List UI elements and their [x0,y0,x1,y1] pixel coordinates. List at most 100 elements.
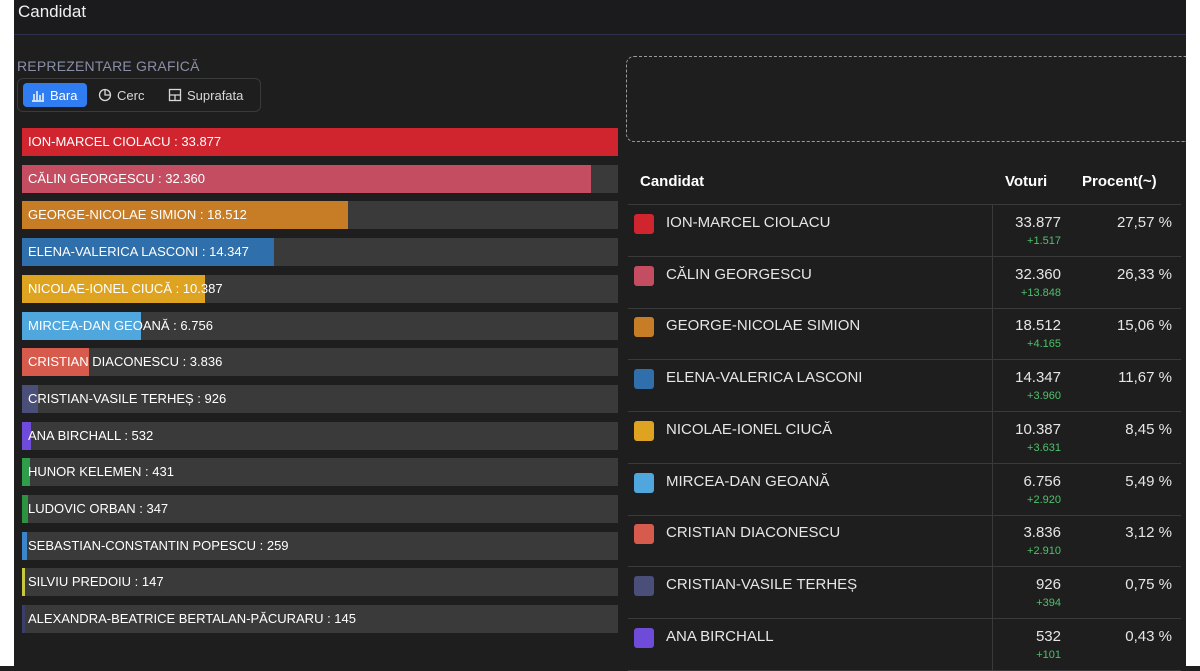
bar-label: CĂLIN GEORGESCU : 32.360 [28,170,206,186]
bar[interactable] [22,568,25,597]
bar[interactable] [22,458,30,487]
bar-label: SILVIU PREDOIU : 147 [28,574,164,590]
bar-track: HUNOR KELEMEN : 431 [22,458,618,487]
bar[interactable] [22,311,141,340]
table-row[interactable]: CRISTIAN DIACONESCU 3.836 +2.910 3,12 % [628,515,1181,568]
table-row[interactable]: MIRCEA-DAN GEOANĂ 6.756 +2.920 5,49 % [628,463,1181,516]
area-chart-icon [168,88,182,102]
votes-delta: +4.165 [1027,338,1061,351]
column-header-percent: Procent(~) [1082,173,1157,190]
column-header-candidate: Candidat [640,173,705,190]
column-divider [992,463,993,515]
color-swatch [634,369,654,390]
bar[interactable] [22,128,618,156]
color-swatch [634,524,654,545]
percent-value: 0,75 % [1125,575,1172,593]
votes-delta: +2.920 [1027,493,1061,506]
bar-track: CĂLIN GEORGESCU : 32.360 [22,164,618,193]
candidate-name: MIRCEA-DAN GEOANĂ [666,472,830,490]
bar-label: CRISTIAN-VASILE TERHEȘ : 926 [28,390,227,406]
page-title: Candidat [18,2,87,21]
tab-cerc[interactable]: Cerc [98,83,158,107]
column-divider [992,360,993,412]
chart-section-label: REPREZENTARE GRAFICĂ [17,58,200,74]
votes-value: 18.512 [1015,317,1061,335]
bar-label: SEBASTIAN-CONSTANTIN POPESCU : 259 [28,537,289,553]
bar[interactable] [22,421,31,450]
votes-value: 33.877 [1015,214,1061,231]
placeholder-panel [626,56,1186,142]
percent-value: 3,12 % [1125,524,1172,542]
bar[interactable] [22,164,591,193]
bar-label: ALEXANDRA-BEATRICE BERTALAN-PĂCURARU : 1… [28,611,356,627]
bar-track: CRISTIAN-VASILE TERHEȘ : 926 [22,384,618,413]
left-margin [0,0,14,666]
votes-delta: +13.848 [1020,286,1061,299]
bar-label: LUDOVIC ORBAN : 347 [28,501,169,516]
table-row[interactable]: ANA BIRCHALL 532 +101 0,43 % [628,618,1181,671]
bar-track: GEORGE-NICOLAE SIMION : 18.512 [22,201,618,230]
bar[interactable] [22,201,348,230]
bar[interactable] [22,531,27,560]
bar[interactable] [22,605,25,634]
color-swatch [634,265,654,286]
table-row[interactable]: GEORGE-NICOLAE SIMION 18.512 +4.165 15,06 % [628,308,1181,361]
table-row[interactable]: ELENA-VALERICA LASCONI 14.347 +3.960 11,67 … [628,360,1181,413]
candidate-name: GEORGE-NICOLAE SIMION [666,317,861,335]
column-divider [992,566,993,618]
tab-suprafata-label: Suprafata [187,87,244,103]
color-swatch [634,472,654,493]
bar-chart-icon [32,91,44,102]
candidate-name: CĂLIN GEORGESCU [666,265,812,283]
bar[interactable] [22,274,205,303]
table-row[interactable]: NICOLAE-IONEL CIUCĂ 10.387 +3.631 8,45 % [628,411,1181,464]
bar-label: ANA BIRCHALL : 532 [28,427,154,443]
votes-delta: +101 [1036,648,1061,661]
votes-delta: +394 [1036,596,1061,609]
tab-suprafata[interactable]: Suprafata [168,83,258,107]
bar-track: ANA BIRCHALL : 532 [22,421,618,450]
column-divider [992,308,993,360]
bar[interactable] [22,238,274,267]
candidate-name: ANA BIRCHALL [666,627,774,645]
percent-value: 27,57 % [1116,214,1172,231]
column-divider [992,205,993,256]
votes-value: 532 [1035,627,1061,645]
color-swatch [634,214,654,234]
candidate-name: ION-MARCEL CIOLACU [666,214,831,231]
right-margin [1186,0,1200,666]
bar-track: ELENA-VALERICA LASCONI : 14.347 [22,238,618,267]
percent-value: 8,45 % [1125,420,1172,438]
table-row[interactable]: CĂLIN GEORGESCU 32.360 +13.848 26,33 % [628,256,1181,309]
bar-track: CRISTIAN DIACONESCU : 3.836 [22,348,618,377]
tab-bara[interactable]: Bara [23,83,87,107]
tab-bara-label: Bara [50,87,78,103]
header-divider [628,204,1181,205]
percent-value: 15,06 % [1116,317,1172,335]
color-swatch [634,420,654,441]
bar-label: NICOLAE-IONEL CIUCĂ : 10.387 [28,280,223,296]
column-divider [992,515,993,567]
table-row[interactable]: ION-MARCEL CIOLACU 33.877 +1.517 27,57 % [628,205,1181,257]
votes-value: 3.836 [1023,524,1061,542]
column-divider [992,256,993,308]
candidate-name: CRISTIAN-VASILE TERHEȘ [666,575,858,593]
column-divider [992,618,993,670]
bar[interactable] [22,495,28,523]
table-row[interactable]: CRISTIAN-VASILE TERHEȘ 926 +394 0,75 % [628,566,1181,619]
chart-type-tabs: Bara Cerc Suprafata [17,78,261,112]
bar-track: SEBASTIAN-CONSTANTIN POPESCU : 259 [22,531,618,560]
bar-track: ION-MARCEL CIOLACU : 33.877 [22,128,618,156]
color-swatch [634,627,654,648]
bar[interactable] [22,384,38,413]
votes-delta: +1.517 [1027,235,1061,247]
bar-label: ION-MARCEL CIOLACU : 33.877 [28,134,222,149]
column-header-votes: Voturi [1005,173,1048,190]
bar[interactable] [22,348,89,377]
candidate-name: NICOLAE-IONEL CIUCĂ [666,420,833,438]
votes-value: 6.756 [1023,472,1061,490]
percent-value: 0,43 % [1125,627,1172,645]
bar-track: MIRCEA-DAN GEOANĂ : 6.756 [22,311,618,340]
bar-label: GEORGE-NICOLAE SIMION : 18.512 [28,207,247,223]
bar-track: ALEXANDRA-BEATRICE BERTALAN-PĂCURARU : 1… [22,605,618,634]
